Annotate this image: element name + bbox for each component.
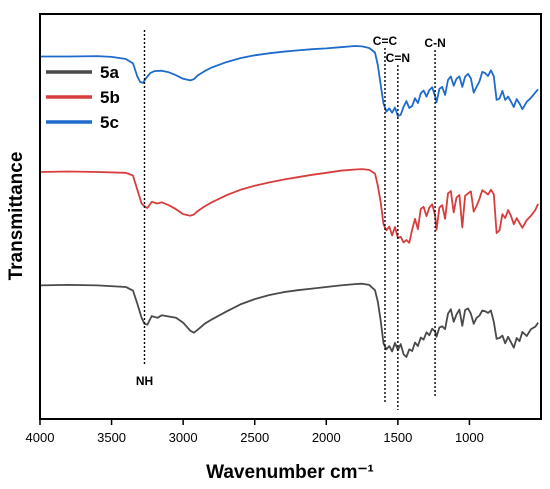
x-tick-label: 3500 <box>97 430 126 445</box>
x-axis-label: Wavenumber cm⁻¹ <box>206 462 374 483</box>
peak-annotations: NH C=C C=N C-N <box>136 30 446 410</box>
x-tick-label: 2500 <box>240 430 269 445</box>
legend-label-5a: 5a <box>100 63 119 82</box>
plot-frame <box>39 13 542 420</box>
series-line-5a <box>39 282 539 358</box>
y-axis-label: Transmittance <box>6 152 27 281</box>
series-line-5c <box>40 45 539 117</box>
peak-label: NH <box>136 374 153 388</box>
series-line-5b <box>39 168 539 244</box>
x-tick-label: 2000 <box>312 430 341 445</box>
legend-label-5c: 5c <box>100 113 119 132</box>
x-tick-label: 3000 <box>169 430 198 445</box>
x-tick-label: 4000 <box>26 430 55 445</box>
legend: 5a 5b 5c <box>46 63 120 132</box>
x-tick-label: 1500 <box>383 430 412 445</box>
peak-label: C=C <box>373 34 398 48</box>
legend-label-5b: 5b <box>100 88 120 107</box>
plot-area <box>39 45 539 358</box>
peak-label: C=N <box>386 51 410 65</box>
x-axis: 4000 3500 3000 2500 2000 1500 1000 <box>26 419 484 445</box>
peak-label: C-N <box>424 36 445 50</box>
x-tick-label: 1000 <box>455 430 484 445</box>
